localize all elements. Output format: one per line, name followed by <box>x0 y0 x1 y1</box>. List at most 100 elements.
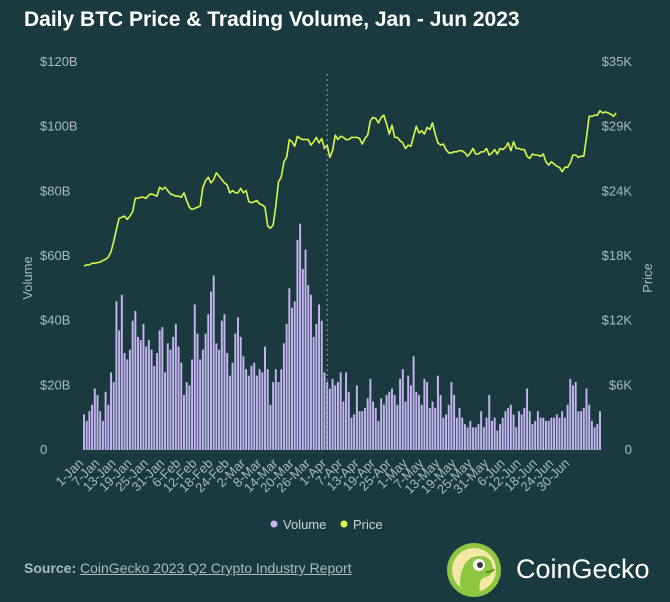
volume-bar <box>363 407 366 450</box>
volume-bar <box>199 359 202 450</box>
volume-bar <box>177 346 180 450</box>
volume-bar <box>577 411 580 450</box>
volume-bar <box>374 407 377 450</box>
volume-bar <box>191 359 194 450</box>
volume-bar <box>407 375 410 450</box>
volume-bar <box>172 336 175 450</box>
volume-bar <box>517 411 520 450</box>
volume-bar <box>336 382 339 450</box>
volume-bar <box>158 330 161 450</box>
volume-bar <box>123 353 126 450</box>
volume-bar <box>288 288 291 450</box>
volume-bar <box>210 291 212 450</box>
volume-bar <box>501 417 504 450</box>
volume-bar <box>555 414 558 450</box>
volume-bar <box>590 420 593 450</box>
source-label: Source: <box>24 560 77 576</box>
volume-bar <box>253 362 256 450</box>
volume-bar <box>145 346 148 450</box>
volume-bar <box>561 411 564 450</box>
volume-bar <box>361 411 364 450</box>
volume-bar <box>339 372 342 450</box>
volume-bar <box>128 349 131 450</box>
volume-bar <box>239 336 242 450</box>
volume-bar <box>96 395 99 450</box>
volume-bar <box>388 391 391 450</box>
volume-bar <box>201 349 204 450</box>
volume-bar <box>534 420 537 450</box>
volume-bar <box>112 382 115 450</box>
volume-bar <box>299 223 302 450</box>
volume-bar <box>334 385 337 450</box>
volume-bar <box>582 407 585 450</box>
volume-bar <box>550 417 553 450</box>
volume-bar <box>182 395 185 450</box>
volume-bar <box>226 353 229 450</box>
volume-bar <box>520 414 523 450</box>
volume-bar <box>526 388 529 450</box>
brand: CoinGecko <box>446 542 656 598</box>
volume-bar <box>493 417 496 450</box>
volume-bar <box>426 382 429 450</box>
volume-bar <box>245 369 248 450</box>
volume-bar <box>320 320 323 450</box>
volume-bar <box>485 417 488 450</box>
volume-bar <box>126 359 129 450</box>
volume-bar <box>393 395 396 450</box>
volume-bar <box>391 388 393 450</box>
volume-bar <box>304 249 307 450</box>
volume-bar <box>166 343 169 450</box>
volume-bar <box>193 304 196 450</box>
volume-bar <box>523 407 526 450</box>
volume-bar <box>482 427 485 450</box>
volume-bar <box>553 417 556 450</box>
volume-bar <box>185 382 188 450</box>
y-left-tick-label: $80B <box>40 183 70 198</box>
volume-bar <box>188 385 191 450</box>
volume-bar <box>272 382 275 450</box>
source-link[interactable]: CoinGecko 2023 Q2 Crypto Industry Report <box>80 560 352 576</box>
legend: Volume Price <box>270 517 383 532</box>
volume-bar <box>431 401 434 450</box>
volume-bar <box>180 362 183 450</box>
volume-bar <box>531 424 534 450</box>
volume-bar <box>450 382 453 450</box>
y-right-label: Price <box>640 263 655 293</box>
volume-bar <box>472 427 474 450</box>
y-right-tick-label: $18K <box>602 248 633 263</box>
y-right-tick-label: $24K <box>602 183 633 198</box>
volume-bar <box>115 301 118 450</box>
volume-bar <box>331 378 334 450</box>
volume-bar <box>466 427 469 450</box>
volume-bar <box>307 285 310 450</box>
volume-bar <box>469 420 472 450</box>
source-footer: Source: CoinGecko 2023 Q2 Crypto Industr… <box>24 560 352 576</box>
volume-bar <box>350 417 353 450</box>
y-left-ticks: 0 $20B $40B $60B $80B $100B $120B <box>40 54 78 457</box>
volume-bar <box>223 314 226 450</box>
volume-bar <box>250 365 253 450</box>
volume-bar <box>418 395 420 450</box>
volume-bar <box>326 382 329 450</box>
volume-bar <box>174 323 177 450</box>
volume-bar <box>204 333 207 450</box>
volume-bar <box>315 323 318 450</box>
volume-bar <box>91 404 94 450</box>
volume-bar <box>569 378 572 450</box>
volume-bar <box>207 314 210 450</box>
y-right-tick-label: 0 <box>625 442 632 457</box>
volume-bar <box>507 407 510 450</box>
volume-bar <box>342 401 345 450</box>
volume-bar <box>580 411 583 450</box>
volume-bar <box>463 424 466 450</box>
volume-bar <box>266 369 269 450</box>
gecko-logo-icon <box>447 543 501 597</box>
volume-bar <box>161 327 164 450</box>
volume-bar <box>155 353 158 450</box>
volume-bars <box>83 223 601 450</box>
volume-bar <box>377 420 380 450</box>
volume-bar <box>104 391 107 450</box>
volume-bar <box>496 430 499 450</box>
volume-bar <box>280 369 283 450</box>
volume-bar <box>401 369 404 450</box>
